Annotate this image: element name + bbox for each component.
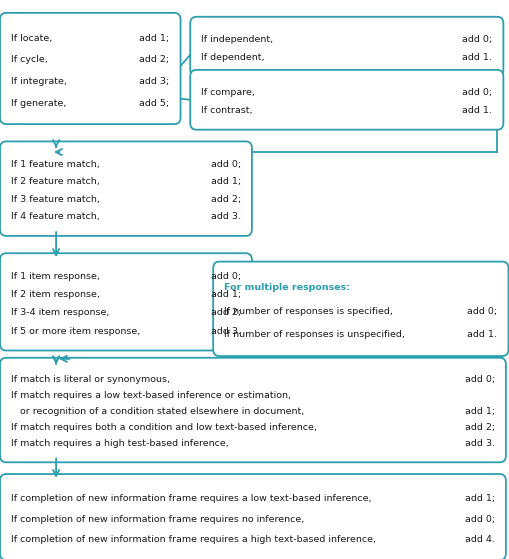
Text: If generate,: If generate, [11, 99, 67, 108]
Text: add 4.: add 4. [464, 535, 494, 544]
Text: add 1;: add 1; [210, 177, 240, 186]
Text: If 1 item response,: If 1 item response, [11, 272, 100, 281]
Text: add 0;: add 0; [464, 515, 494, 524]
Text: If integrate,: If integrate, [11, 77, 67, 86]
Text: If independent,: If independent, [201, 35, 273, 44]
Text: If 2 feature match,: If 2 feature match, [11, 177, 100, 186]
Text: or recognition of a condition stated elsewhere in document,: or recognition of a condition stated els… [11, 408, 304, 416]
Text: add 2;: add 2; [210, 195, 240, 204]
Text: add 2;: add 2; [464, 423, 494, 433]
Text: If number of responses is unspecified,: If number of responses is unspecified, [224, 330, 405, 339]
Text: add 0;: add 0; [461, 35, 491, 44]
Text: add 0;: add 0; [466, 307, 496, 316]
Text: If 3 feature match,: If 3 feature match, [11, 195, 100, 204]
Text: add 1;: add 1; [210, 290, 240, 299]
FancyBboxPatch shape [213, 262, 507, 356]
Text: add 1;: add 1; [464, 408, 494, 416]
FancyBboxPatch shape [0, 358, 505, 462]
Text: add 1.: add 1. [461, 106, 491, 115]
Text: add 3.: add 3. [210, 326, 240, 335]
FancyBboxPatch shape [0, 474, 505, 559]
Text: If match requires a low text-based inference or estimation,: If match requires a low text-based infer… [11, 391, 291, 400]
Text: add 0;: add 0; [464, 376, 494, 385]
Text: add 3.: add 3. [210, 212, 240, 221]
Text: If number of responses is specified,: If number of responses is specified, [224, 307, 392, 316]
Text: add 3.: add 3. [464, 439, 494, 448]
Text: add 1;: add 1; [464, 494, 494, 503]
Text: add 5;: add 5; [139, 99, 169, 108]
FancyBboxPatch shape [190, 70, 502, 130]
Text: If 3-4 item response,: If 3-4 item response, [11, 309, 109, 318]
Text: If 4 feature match,: If 4 feature match, [11, 212, 100, 221]
Text: If 2 item response,: If 2 item response, [11, 290, 100, 299]
Text: If match requires both a condition and low text-based inference,: If match requires both a condition and l… [11, 423, 317, 433]
FancyBboxPatch shape [0, 13, 180, 124]
Text: If match is literal or synonymous,: If match is literal or synonymous, [11, 376, 170, 385]
Text: If dependent,: If dependent, [201, 53, 265, 62]
Text: If completion of new information frame requires a high text-based inference,: If completion of new information frame r… [11, 535, 376, 544]
Text: add 0;: add 0; [210, 160, 240, 169]
Text: add 2;: add 2; [210, 309, 240, 318]
Text: If 1 feature match,: If 1 feature match, [11, 160, 100, 169]
Text: If 5 or more item response,: If 5 or more item response, [11, 326, 140, 335]
Text: add 1.: add 1. [461, 53, 491, 62]
Text: If contrast,: If contrast, [201, 106, 252, 115]
Text: If compare,: If compare, [201, 88, 255, 97]
FancyBboxPatch shape [0, 141, 251, 236]
FancyBboxPatch shape [0, 253, 251, 350]
Text: add 1;: add 1; [139, 34, 169, 42]
Text: If completion of new information frame requires no inference,: If completion of new information frame r… [11, 515, 304, 524]
Text: If match requires a high test-based inference,: If match requires a high test-based infe… [11, 439, 229, 448]
FancyBboxPatch shape [190, 17, 502, 77]
Text: For multiple responses:: For multiple responses: [224, 283, 350, 292]
Text: If locate,: If locate, [11, 34, 52, 42]
Text: add 1.: add 1. [466, 330, 496, 339]
Text: If completion of new information frame requires a low text-based inference,: If completion of new information frame r… [11, 494, 371, 503]
Text: add 0;: add 0; [210, 272, 240, 281]
Text: add 2;: add 2; [139, 55, 169, 64]
Text: add 0;: add 0; [461, 88, 491, 97]
Text: If cycle,: If cycle, [11, 55, 48, 64]
Text: add 3;: add 3; [139, 77, 169, 86]
